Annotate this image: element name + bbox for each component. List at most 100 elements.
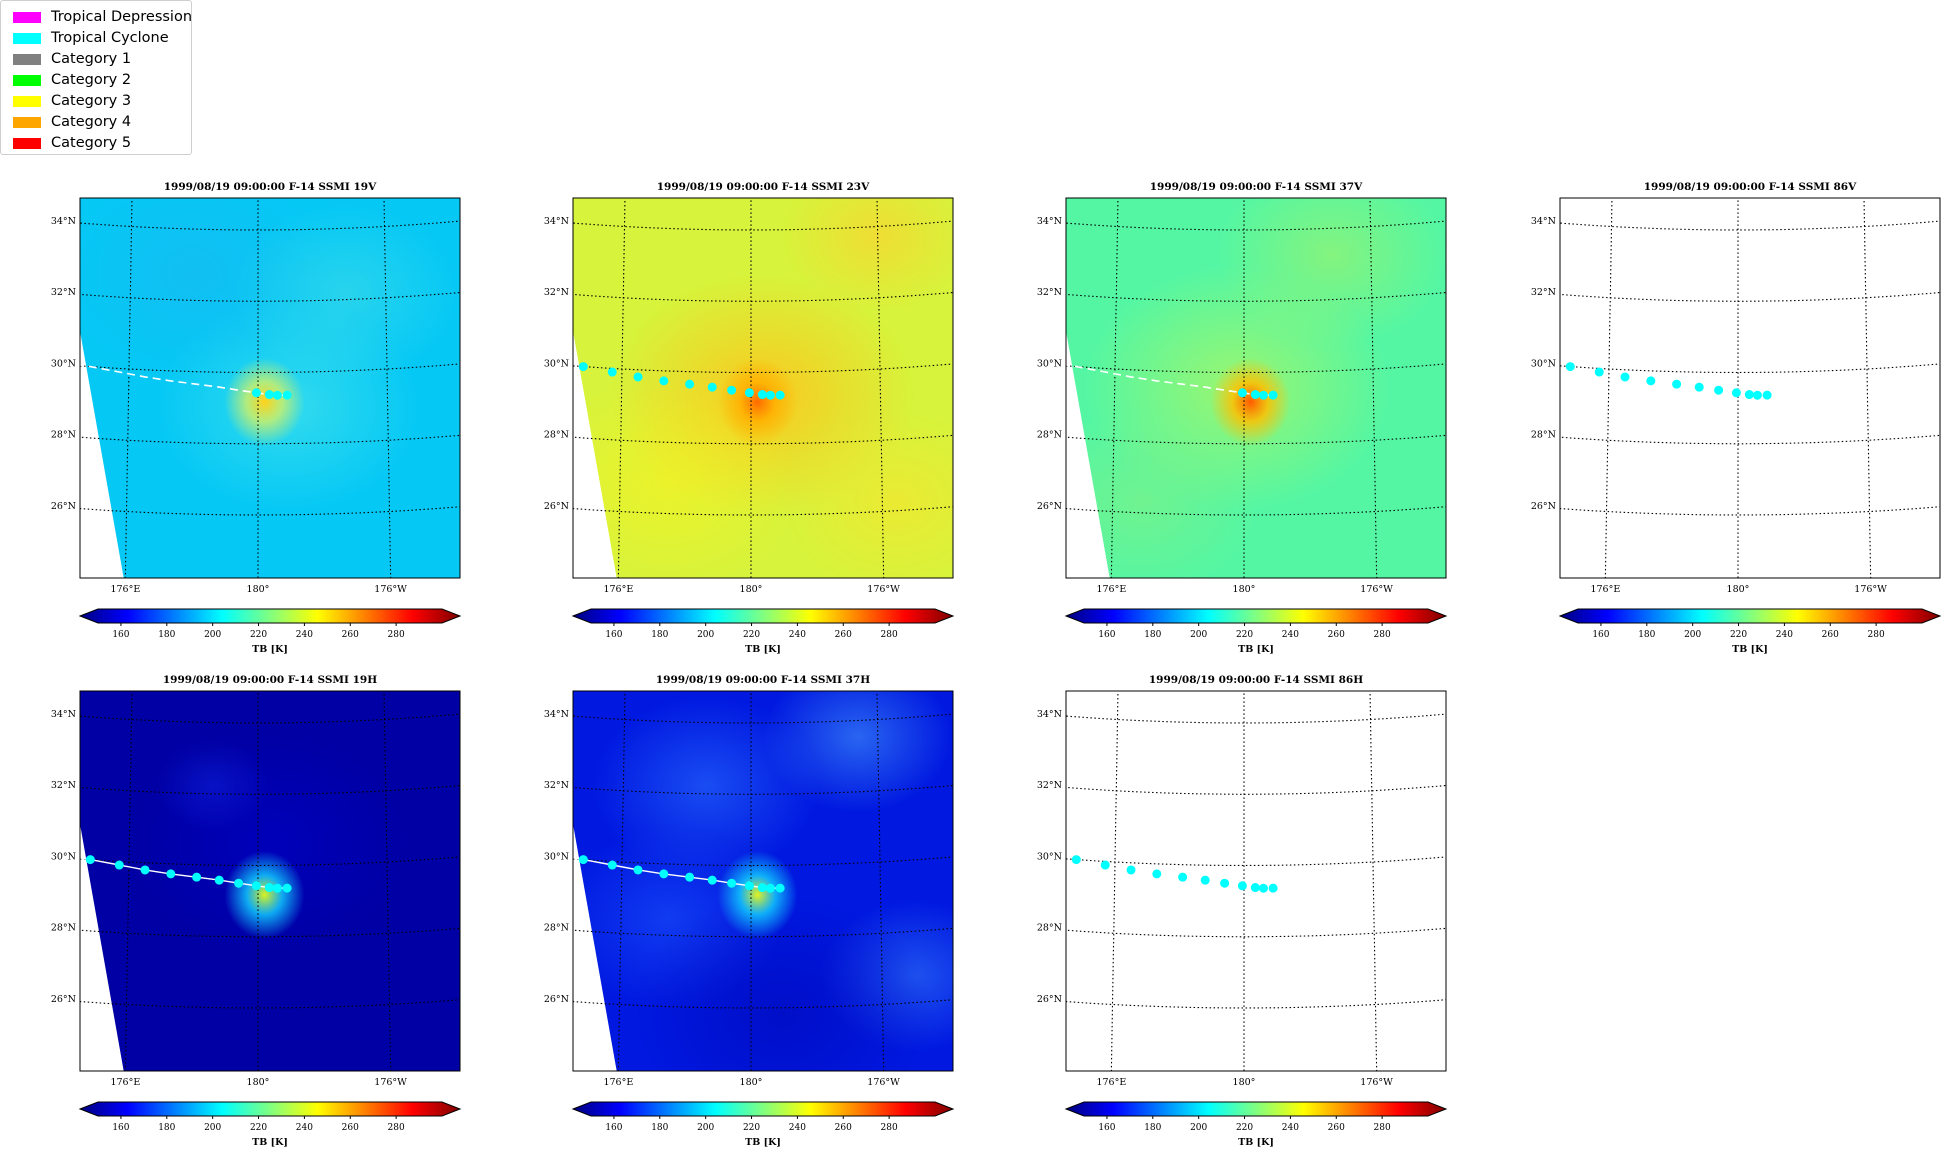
colorbar-tick-label: 240 [1282,630,1299,640]
colorbar-tick-label: 160 [605,1123,622,1133]
legend-item-tropical-cyclone: Tropical Cyclone [13,28,169,48]
storm-track [1066,364,1278,400]
storm-core [717,357,798,446]
colorbar-tick-label: 260 [835,630,852,640]
meridian-176 [617,691,626,1071]
parallel-26 [1066,999,1446,1009]
colorbar-tick-label: 160 [112,1123,129,1133]
y-tick-label: 30°N [1531,358,1556,369]
track-point [1258,883,1268,893]
x-tick-label: 180° [740,584,763,595]
storm-core [1210,357,1291,446]
x-tick-label: 176°E [110,584,140,595]
colorbar-tick-label: 220 [743,630,760,640]
colorbar-tick-label: 160 [1098,630,1115,640]
colorbar-tick-label: 180 [1144,1123,1161,1133]
colorbar: 160 180 200 220 240 260 280 TB [K] [571,1101,955,1148]
legend-swatch [13,53,41,65]
brightness-field [1066,691,1446,1071]
track-point [1071,855,1081,865]
storm-track [1565,362,1772,400]
track-point [1178,872,1188,882]
track-point [85,855,95,865]
colorbar-tick-label: 240 [789,1123,806,1133]
x-tick-label: 176°W [1360,584,1393,595]
y-tick-label: 34°N [1037,709,1062,720]
colorbar-tick-label: 260 [1328,1123,1345,1133]
map-panel-19h: 1999/08/19 09:00:00 F-14 SSMI 19H 34°N 32°… [51,674,462,1148]
track-point [1250,390,1260,400]
colorbar-tick-label: 220 [250,1123,267,1133]
map-panel-86h: 1999/08/19 09:00:00 F-14 SSMI 86H 34°N 32°… [1037,674,1448,1148]
parallel-32 [80,784,460,795]
colorbar-label: TB [K] [1238,644,1274,655]
legend-label: Category 4 [51,114,132,130]
track-point [1220,878,1230,888]
colorbar-label: TB [K] [1732,644,1768,655]
y-tick-label: 34°N [51,216,76,227]
track-point [1268,883,1278,893]
colorbar-bar [571,608,955,624]
track-point [685,872,695,882]
colorbar-tick-label: 220 [1236,630,1253,640]
colorbar-bar [571,1101,955,1117]
track-point [1694,382,1704,392]
track-point [282,390,292,400]
colorbar-tick-label: 200 [1684,630,1701,640]
y-tick-label: 32°N [544,287,569,298]
colorbar-tick-label: 280 [1374,1123,1391,1133]
track-point [1237,388,1247,398]
meridian-176 [1110,198,1119,578]
colorbar-label: TB [K] [1238,1137,1274,1148]
graticule [573,691,953,1071]
colorbar-tick-label: 180 [651,630,668,640]
y-tick-label: 28°N [51,923,76,934]
y-tick-label: 34°N [1037,216,1062,227]
legend-item-category-2: Category 2 [13,70,131,90]
storm-core [224,850,305,939]
track-point [685,379,695,389]
track-point [757,883,767,893]
parallel-26 [1560,506,1940,516]
no-data-swath [573,824,617,1071]
storm-track [80,855,292,893]
parallel-30 [573,856,953,867]
y-tick-label: 32°N [1531,287,1556,298]
track-point [633,865,643,875]
y-tick-label: 28°N [1037,923,1062,934]
colorbar-tick-label: 240 [789,630,806,640]
colorbar-tick-label: 200 [204,630,221,640]
x-tick-label: 180° [1233,1077,1256,1088]
x-tick-label: 176°E [1096,584,1126,595]
y-tick-label: 34°N [1531,216,1556,227]
track-point [1100,860,1110,870]
colorbar: 160 180 200 220 240 260 280 TB [K] [1064,608,1448,655]
colorbar-tick-label: 240 [1282,1123,1299,1133]
storm-core [224,357,305,446]
y-tick-label: 34°N [544,709,569,720]
colorbar: 160 180 200 220 240 260 280 TB [K] [571,608,955,655]
brightness-field [80,691,460,1071]
x-tick-label: 176°W [867,1077,900,1088]
y-tick-label: 28°N [51,430,76,441]
colorbar-tick-label: 280 [388,630,405,640]
storm-core [717,850,798,939]
map-frame [1065,197,1447,579]
colorbar-tick-label: 180 [1144,630,1161,640]
parallel-30 [80,363,460,374]
track-point [1620,372,1630,382]
x-tick-label: 176°E [603,1077,633,1088]
graticule [80,691,460,1071]
track-point [727,385,737,395]
track-point [1258,390,1268,400]
x-tick-label: 180° [740,1077,763,1088]
panel-title: 1999/08/19 09:00:00 F-14 SSMI 86V [1644,181,1857,193]
panel-title: 1999/08/19 09:00:00 F-14 SSMI 86H [1149,674,1363,686]
parallel-28 [1066,927,1446,938]
graticule [1066,198,1446,578]
colorbar-tick-label: 200 [1190,1123,1207,1133]
track-point [114,860,124,870]
colorbar-tick-label: 220 [1236,1123,1253,1133]
x-tick-label: 176°W [867,584,900,595]
colorbar-tick-label: 260 [1328,630,1345,640]
